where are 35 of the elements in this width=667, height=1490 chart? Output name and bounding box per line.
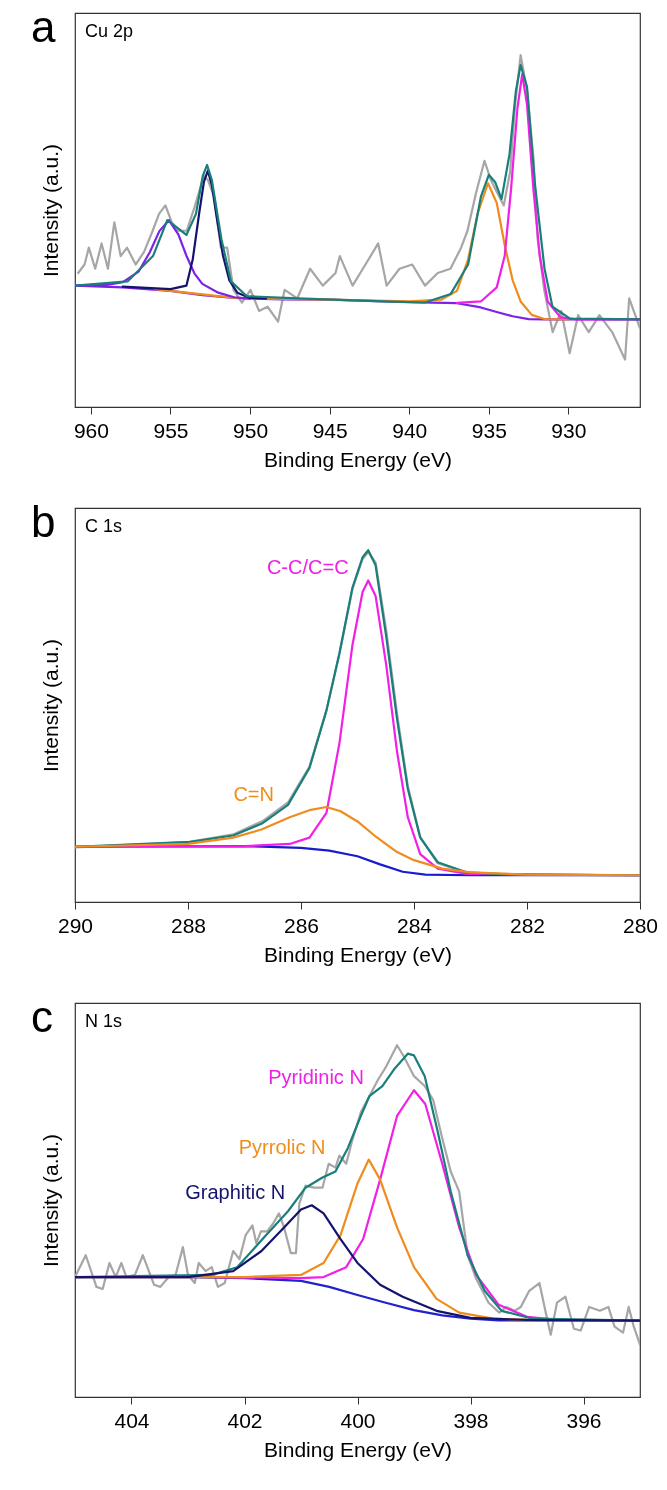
x-tick-label: 955: [153, 418, 189, 442]
x-tick-label: 945: [312, 418, 348, 442]
series-label: C-C/C=C: [266, 556, 349, 579]
x-tick-label: 284: [396, 913, 433, 937]
y-axis-title: Intensity (a.u.): [38, 143, 62, 278]
text: C 1s: [85, 516, 123, 536]
x-axis-title: Binding Energy (eV): [264, 447, 452, 471]
x-tick-label: 960: [73, 418, 109, 442]
x-tick-label: 282: [509, 913, 546, 937]
text: c: [31, 992, 53, 1041]
y-axis-title: Intensity (a.u.): [38, 1133, 62, 1268]
series-label: Graphitic N: [185, 1181, 286, 1204]
x-tick-label: 950: [233, 418, 269, 442]
x-tick-label: 930: [551, 418, 587, 442]
series-label: C=N: [233, 783, 275, 806]
x-tick-label: 396: [566, 1408, 602, 1432]
x-tick-label: 288: [170, 913, 207, 937]
text: Pyrrolic N: [238, 1135, 326, 1158]
x-tick-label: 400: [340, 1408, 376, 1432]
x-tick-label: 940: [392, 418, 428, 442]
x-tick-label: 286: [283, 913, 320, 937]
x-tick-label: 290: [57, 913, 94, 937]
x-tick-label: 404: [114, 1408, 150, 1432]
text: Pyridinic N: [268, 1066, 364, 1089]
y-axis-title: Intensity (a.u.): [38, 638, 62, 773]
text: N 1s: [85, 1011, 123, 1031]
x-axis-title: Binding Energy (eV): [264, 1437, 452, 1461]
text: b: [31, 497, 56, 546]
x-tick-label: 280: [622, 913, 659, 937]
x-axis-title: Binding Energy (eV): [264, 942, 452, 966]
text: Cu 2p: [85, 21, 134, 41]
text: a: [31, 2, 56, 51]
x-tick-label: 935: [471, 418, 507, 442]
x-tick-label: 402: [227, 1408, 263, 1432]
x-tick-label: 398: [453, 1408, 489, 1432]
